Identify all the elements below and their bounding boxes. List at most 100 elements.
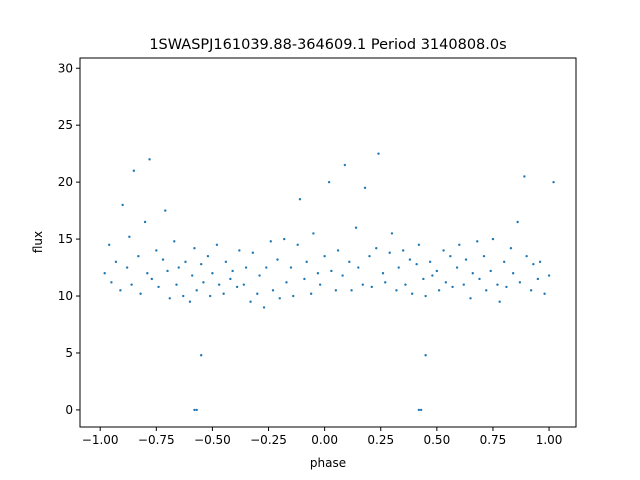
- data-point: [298, 198, 302, 201]
- data-point: [206, 254, 210, 258]
- data-point: [323, 254, 326, 258]
- data-point: [166, 269, 169, 273]
- data-point: [361, 283, 364, 286]
- data-point: [538, 260, 542, 264]
- data-point: [419, 408, 423, 412]
- data-point: [471, 272, 474, 275]
- y-tick-label: 30: [58, 61, 73, 75]
- data-point: [408, 258, 412, 261]
- data-point: [505, 285, 508, 289]
- data-point: [543, 292, 546, 295]
- data-point: [316, 272, 320, 275]
- data-point: [193, 408, 196, 412]
- x-tick-label: −0.25: [250, 433, 287, 447]
- data-point: [217, 283, 221, 286]
- data-point: [516, 220, 519, 224]
- data-points: [103, 152, 555, 412]
- data-point: [265, 266, 268, 269]
- data-point: [132, 169, 136, 172]
- data-point: [269, 240, 272, 243]
- data-point: [193, 246, 196, 250]
- data-point: [303, 277, 306, 281]
- data-point: [296, 243, 299, 246]
- x-axis-label: phase: [310, 456, 346, 470]
- data-point: [107, 243, 111, 246]
- data-point: [262, 306, 266, 309]
- x-tick-label: 0.75: [480, 433, 507, 447]
- data-point: [417, 408, 421, 412]
- data-point: [455, 266, 459, 269]
- data-point: [464, 258, 468, 261]
- data-point: [343, 163, 347, 167]
- data-point: [370, 285, 373, 289]
- x-tick-label: 0.50: [423, 433, 450, 447]
- data-point: [518, 281, 522, 284]
- y-tick-label: 20: [58, 175, 73, 189]
- data-point: [249, 300, 252, 303]
- y-tick-label: 25: [58, 118, 73, 132]
- data-point: [525, 254, 528, 258]
- data-point: [397, 266, 400, 269]
- data-point: [377, 152, 380, 155]
- data-point: [202, 281, 205, 284]
- data-point: [435, 269, 439, 273]
- data-point: [529, 289, 533, 292]
- y-tick-label: 5: [65, 346, 73, 360]
- data-point: [422, 277, 425, 281]
- data-point: [292, 294, 295, 298]
- x-tick-label: −1.00: [82, 433, 119, 447]
- x-tick-label: 0.25: [367, 433, 394, 447]
- data-point: [238, 249, 241, 252]
- data-point: [121, 203, 124, 207]
- data-point: [428, 260, 432, 264]
- data-point: [547, 274, 551, 277]
- data-point: [199, 262, 203, 266]
- data-point: [327, 180, 331, 184]
- data-point: [114, 260, 118, 264]
- data-point: [336, 249, 340, 252]
- data-point: [195, 408, 198, 412]
- data-point: [242, 283, 246, 286]
- data-point: [195, 289, 198, 292]
- data-point: [431, 274, 434, 277]
- data-point: [173, 240, 176, 243]
- data-point: [143, 220, 147, 224]
- data-point: [478, 277, 481, 281]
- data-point: [350, 289, 353, 292]
- data-point: [215, 243, 219, 246]
- data-point: [357, 266, 360, 269]
- data-point: [175, 283, 178, 286]
- data-point: [375, 246, 378, 250]
- data-point: [384, 281, 387, 284]
- y-ticks: 0 5 10 15 20 25 30: [58, 61, 80, 417]
- data-point: [191, 274, 194, 277]
- data-point: [258, 274, 261, 277]
- y-tick-label: 15: [58, 232, 73, 246]
- data-point: [271, 289, 275, 292]
- data-point: [368, 254, 371, 258]
- data-point: [110, 281, 113, 284]
- data-point: [222, 292, 225, 295]
- y-tick-label: 10: [58, 289, 73, 303]
- data-point: [523, 175, 526, 178]
- data-point: [312, 232, 315, 235]
- data-point: [451, 285, 454, 289]
- data-point: [278, 297, 281, 300]
- data-point: [184, 260, 187, 264]
- data-point: [334, 289, 338, 292]
- x-tick-label: −0.75: [138, 433, 175, 447]
- data-point: [442, 249, 445, 252]
- data-point: [208, 294, 212, 298]
- data-point: [276, 258, 279, 261]
- data-point: [177, 266, 180, 269]
- data-point: [449, 254, 452, 258]
- data-point: [469, 297, 472, 300]
- data-point: [283, 237, 286, 241]
- data-point: [348, 260, 351, 264]
- data-point: [125, 266, 129, 269]
- data-point: [224, 260, 228, 264]
- data-point: [168, 297, 171, 300]
- data-point: [157, 285, 160, 289]
- y-tick-label: 0: [65, 403, 73, 417]
